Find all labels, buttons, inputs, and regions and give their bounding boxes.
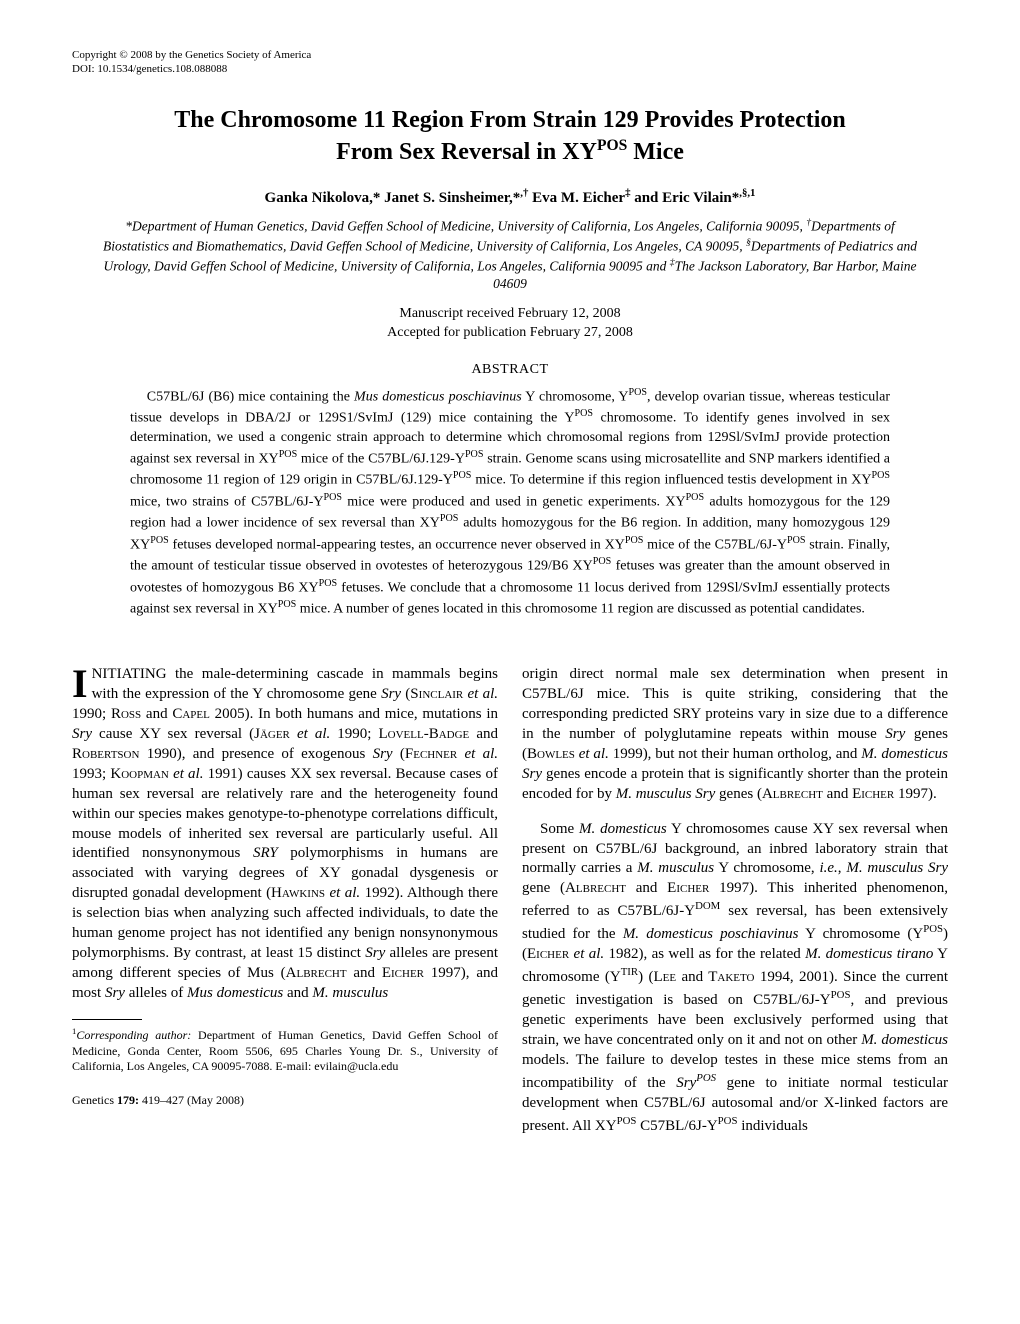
body-para-2: origin direct normal male sex determinat… xyxy=(522,665,948,805)
footnote-rule xyxy=(72,1019,142,1020)
abstract-body: C57BL/6J (B6) mice containing the Mus do… xyxy=(130,386,890,620)
corresponding-author-footnote: 1Corresponding author: Department of Hum… xyxy=(72,1026,498,1075)
received-date: Manuscript received February 12, 2008 xyxy=(72,304,948,324)
body-para-3: Some M. domesticus Y chromosomes cause X… xyxy=(522,820,948,1137)
authors: Ganka Nikolova,* Janet S. Sinsheimer,*,†… xyxy=(72,186,948,208)
body-para-1: INITIATING the male-determining cascade … xyxy=(72,665,498,1004)
manuscript-dates: Manuscript received February 12, 2008 Ac… xyxy=(72,304,948,343)
article-title: The Chromosome 11 Region From Strain 129… xyxy=(72,105,948,168)
abstract-heading: ABSTRACT xyxy=(72,361,948,380)
body-columns: INITIATING the male-determining cascade … xyxy=(72,650,948,1152)
copyright-block: Copyright © 2008 by the Genetics Society… xyxy=(72,48,948,77)
title-line2: From Sex Reversal in XYPOS Mice xyxy=(336,139,684,165)
accepted-date: Accepted for publication February 27, 20… xyxy=(72,323,948,343)
dropcap: I xyxy=(72,665,92,701)
title-line1: The Chromosome 11 Region From Strain 129… xyxy=(174,107,846,133)
journal-footer: Genetics 179: 419–427 (May 2008) xyxy=(72,1093,498,1109)
body-para-1-text: NITIATING the male-determining cascade i… xyxy=(72,666,498,1001)
affiliations: *Department of Human Genetics, David Gef… xyxy=(92,216,928,293)
copyright-line2: DOI: 10.1534/genetics.108.088088 xyxy=(72,62,948,76)
copyright-line1: Copyright © 2008 by the Genetics Society… xyxy=(72,48,948,62)
